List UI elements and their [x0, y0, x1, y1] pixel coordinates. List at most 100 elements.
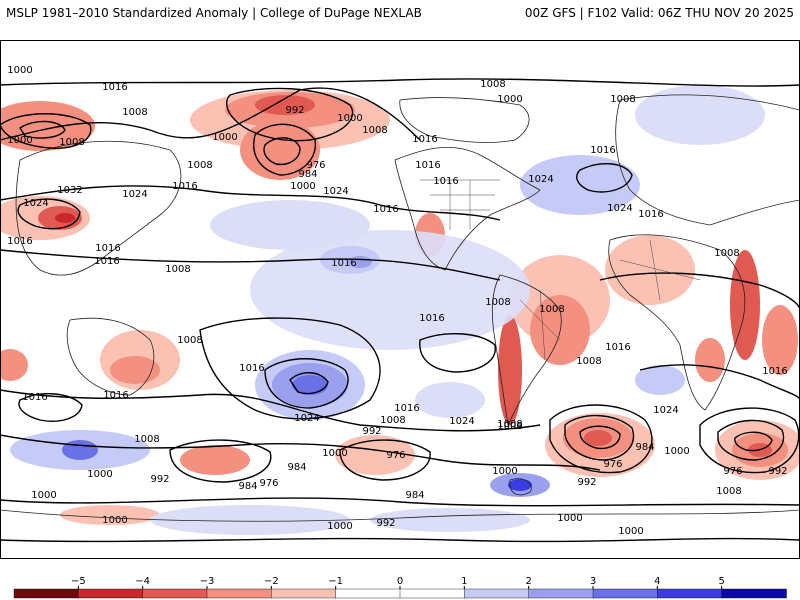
isobar-label: 1016: [762, 366, 787, 377]
isobar-label: 1008: [380, 415, 405, 426]
isobar-label: 1008: [122, 107, 147, 118]
isobar-label: 1024: [23, 198, 48, 209]
coastlines: [0, 94, 800, 522]
isobar-label: 1016: [605, 342, 630, 353]
isobars: [0, 78, 800, 543]
isobar-label: 1016: [7, 236, 32, 247]
isobar-label: 1000: [664, 446, 689, 457]
isobar-label: 1024: [122, 189, 147, 200]
isobar-label: 1016: [94, 256, 119, 267]
colorbar-segments: [13, 586, 787, 599]
colorbar-segment: [206, 588, 273, 599]
chart-title: MSLP 1981–2010 Standardized Anomaly | Co…: [6, 6, 422, 20]
colorbar-segment: [464, 588, 530, 599]
isobar-label: 1016: [172, 181, 197, 192]
isobar-label: 1016: [394, 403, 419, 414]
isobar-label: 1008: [59, 137, 84, 148]
isobar-label: 1024: [528, 174, 553, 185]
isobar-label: 1008: [165, 264, 190, 275]
political-borders: [420, 179, 701, 361]
positive-anomaly-shading: [10, 85, 765, 535]
mslp-anomaly-map: 1016 1008 1000 1008 992 1000 1008 1008 1…: [0, 40, 800, 559]
isobar-label: 1008: [539, 304, 564, 315]
isobar-label: 1000: [557, 513, 582, 524]
isobar-label: 1000: [497, 94, 522, 105]
colorbar-tick-label: 2: [525, 576, 531, 587]
isobar-labels: 1016 1008 1000 1008 992 1000 1008 1008 1…: [7, 65, 787, 537]
colorbar-tick-label: 4: [654, 576, 660, 587]
colorbar-segment: [271, 588, 337, 599]
isobar-label: 992: [150, 474, 169, 485]
isobar-label: 1016: [412, 134, 437, 145]
isobar-label: 1000: [290, 181, 315, 192]
isobar-label: 1008: [362, 125, 387, 136]
isobar-label: 1008: [485, 297, 510, 308]
isobar-label: 984: [238, 481, 257, 492]
colorbar-tick-label: −5: [71, 576, 86, 587]
isobar-label: 1016: [103, 390, 128, 401]
colorbar-segment: [721, 588, 787, 599]
isobar-label: 1000: [102, 515, 127, 526]
colorbar-segment: [13, 588, 80, 599]
isobar-label: 992: [376, 518, 395, 529]
colorbar-segment: [335, 588, 401, 599]
isobar-label: 1000: [492, 466, 517, 477]
isobar-label: 1000: [618, 526, 643, 537]
colorbar-segment: [78, 588, 144, 599]
isobar-label: 1016: [433, 176, 458, 187]
isobar-label: 1000: [7, 65, 32, 76]
isobar-label: 992: [285, 105, 304, 116]
isobar-label: 1016: [373, 204, 398, 215]
isobar-label: 1032: [57, 185, 82, 196]
isobar-label: 1024: [607, 203, 632, 214]
colorbar-tick-label: 1: [461, 576, 467, 587]
isobar-label: 992: [362, 426, 381, 437]
isobar-label: 1008: [497, 419, 522, 430]
colorbar-segment: [592, 588, 659, 599]
isobar-label: 1016: [102, 82, 127, 93]
isobar-label: 984: [298, 169, 317, 180]
chart-header: MSLP 1981–2010 Standardized Anomaly | Co…: [0, 0, 800, 40]
isobar-label: 976: [386, 450, 405, 461]
isobar-label: 992: [577, 477, 596, 488]
colorbar-tick-labels: −5 −4 −3 −2 −1 0 1 2 3 4 5: [71, 576, 725, 587]
isobar-label: 1016: [415, 160, 440, 171]
colorbar-tick-label: −4: [135, 576, 150, 587]
isobar-label: 1008: [177, 335, 202, 346]
isobar-label: 976: [259, 478, 278, 489]
isobar-label: 1008: [497, 421, 522, 432]
colorbar-segment: [528, 588, 594, 599]
colorbar-tick-label: 5: [718, 576, 724, 587]
isobar-label: 1008: [187, 160, 212, 171]
isobar-label: 1016: [419, 313, 444, 324]
colorbar-tick-label: 3: [590, 576, 596, 587]
isobar-label: 1000: [337, 113, 362, 124]
isobar-label: 976: [603, 459, 622, 470]
isobar-label: 976: [306, 160, 325, 171]
isobar-label: 1016: [239, 363, 264, 374]
isobar-label: 1008: [576, 356, 601, 367]
colorbar-tick-label: −3: [200, 576, 215, 587]
isobar-label: 1008: [610, 94, 635, 105]
isobar-label: 1000: [322, 448, 347, 459]
isobar-label: 1016: [95, 243, 120, 254]
isobar-label: 1024: [294, 413, 319, 424]
isobar-label: 1000: [31, 490, 56, 501]
isobar-label: 1000: [87, 469, 112, 480]
isobar-label: 1000: [212, 132, 237, 143]
isobar-label: 1008: [716, 486, 741, 497]
isobar-label: 1024: [653, 405, 678, 416]
isobar-label: 1008: [134, 434, 159, 445]
model-run-label: 00Z GFS | F102 Valid: 06Z THU NOV 20 202…: [524, 6, 794, 20]
isobar-label: 1024: [449, 416, 474, 427]
isobar-label: 1008: [714, 248, 739, 259]
isobar-label: 1008: [480, 79, 505, 90]
isobar-label: 992: [768, 466, 787, 477]
isobar-label: 1000: [327, 521, 352, 532]
isobar-label: 1016: [590, 145, 615, 156]
colorbar-tick-label: −2: [264, 576, 279, 587]
colorbar-segment: [399, 588, 466, 599]
colorbar-tick-label: 0: [397, 576, 403, 587]
isobar-label: 984: [287, 462, 306, 473]
isobar-label: 1016: [331, 258, 356, 269]
